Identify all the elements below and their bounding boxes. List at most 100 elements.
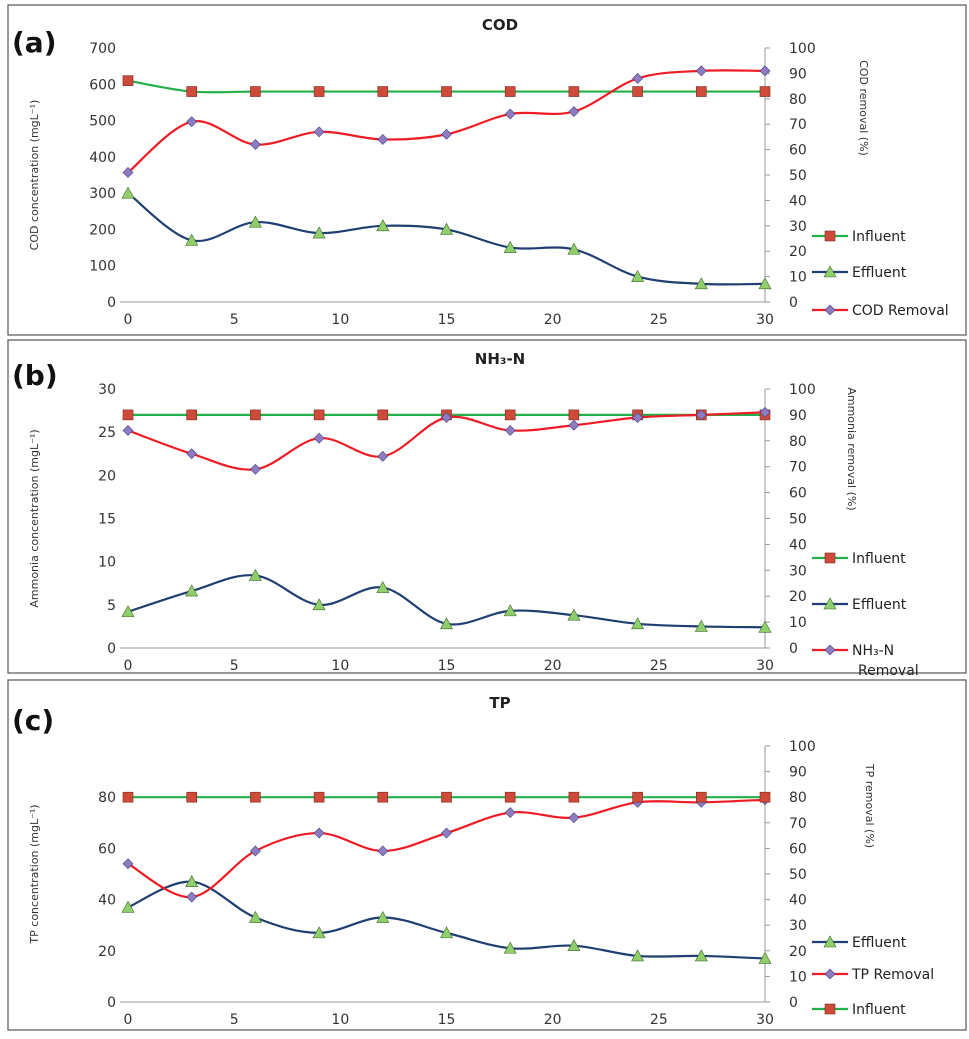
legend-label: Influent [852, 229, 906, 245]
data-point [248, 568, 262, 581]
y-tick-label: 5 [107, 598, 116, 614]
series-nh-n-removal [122, 406, 771, 475]
y2-tick-label: 30 [789, 219, 807, 235]
y2-tick-label: 10 [789, 615, 807, 631]
y2-tick-label: 20 [789, 944, 807, 960]
x-tick-label: 30 [756, 1012, 774, 1028]
x-tick-label: 10 [331, 1012, 349, 1028]
data-point [185, 875, 199, 887]
series-cod-removal [122, 65, 771, 178]
data-point [312, 926, 326, 939]
y2-tick-label: 90 [789, 765, 807, 781]
y-tick-label: 400 [89, 150, 116, 166]
legend-label: Influent [852, 1002, 906, 1018]
legend-marker [823, 265, 837, 278]
series-tp-removal [122, 794, 771, 903]
y-tick-label: 300 [89, 186, 116, 202]
series-effluent [121, 568, 772, 633]
data-point [632, 73, 644, 84]
data-point [758, 277, 772, 290]
legend-entry: Effluent [812, 265, 907, 281]
chart-panel-2: NH₃-N (b) 0 5 10 15 20 25 30 0 5 10 15 20 25 30 0 10 20 30 4… [7, 339, 967, 679]
data-point [567, 608, 581, 621]
data-point [441, 86, 452, 97]
y2-tick-label: 40 [789, 193, 807, 209]
data-point [568, 409, 580, 421]
y-tick-label: 600 [89, 77, 116, 93]
data-point [758, 620, 772, 633]
data-point [186, 86, 197, 97]
data-point [631, 269, 645, 282]
chart-title: COD [482, 16, 518, 34]
data-point [695, 791, 707, 803]
legend-entry: NH₃-N Removal [812, 643, 919, 679]
legend-label: Effluent [852, 597, 907, 613]
y2-tick-label: 60 [789, 841, 807, 857]
data-point [186, 448, 198, 460]
data-point [122, 425, 134, 436]
data-point [122, 791, 134, 803]
data-point [631, 617, 645, 630]
data-point [503, 941, 517, 954]
x-tick-label: 5 [230, 658, 239, 674]
data-point [567, 939, 581, 951]
panel-label: (c) [12, 704, 54, 737]
x-tick-label: 10 [331, 312, 349, 328]
y2-tick-label: 100 [789, 739, 816, 755]
data-point [186, 891, 198, 903]
data-point [122, 167, 134, 178]
data-point [439, 222, 454, 235]
y2-tick-label: 70 [789, 816, 807, 832]
data-point [694, 619, 708, 632]
data-point [504, 791, 516, 803]
data-point [694, 949, 708, 962]
data-point [249, 845, 261, 857]
data-point [441, 412, 452, 423]
panel-label: (a) [12, 26, 57, 59]
data-point [758, 951, 772, 964]
y-tick-label: 700 [89, 41, 116, 57]
y2-tick-label: 100 [789, 382, 816, 398]
data-point [185, 233, 199, 246]
data-point [568, 791, 580, 803]
x-tick-label: 15 [438, 658, 456, 674]
data-point [122, 75, 134, 86]
data-point [759, 65, 771, 77]
data-point [503, 240, 517, 253]
legend-entry: TP Removal [812, 967, 934, 983]
legend-entry: Effluent [812, 597, 907, 613]
legend-label-cont: Removal [858, 663, 919, 679]
legend-marker [824, 304, 836, 316]
data-point [631, 949, 645, 962]
data-point [504, 425, 516, 436]
data-point [312, 598, 326, 611]
legend-marker [824, 968, 836, 980]
data-point [376, 219, 390, 232]
y-tick-label: 0 [107, 641, 116, 657]
y2-tick-label: 80 [789, 790, 807, 806]
y2-tick-label: 40 [789, 893, 807, 909]
data-point [694, 277, 708, 290]
panel-label: (b) [12, 359, 58, 392]
data-point [185, 584, 199, 597]
data-point [248, 910, 262, 923]
y2-tick-label: 0 [789, 995, 798, 1011]
data-point [186, 791, 197, 803]
chart-title: NH₃-N [475, 350, 525, 368]
legend-label: Influent [852, 551, 906, 567]
y2-tick-label: 40 [789, 537, 807, 553]
x-tick-label: 20 [544, 658, 562, 674]
x-tick-label: 15 [438, 1012, 456, 1028]
data-point [568, 812, 580, 824]
legend-entry: Influent [812, 551, 906, 567]
legend-entry: Influent [812, 1002, 906, 1018]
data-point [122, 858, 134, 870]
data-point [250, 409, 261, 421]
y-tick-label: 25 [98, 425, 116, 441]
y-tick-label: 500 [89, 114, 116, 130]
data-point [377, 450, 389, 462]
y2-tick-label: 10 [789, 969, 807, 985]
data-point [377, 409, 389, 421]
data-point [376, 910, 390, 923]
y2-tick-label: 10 [789, 270, 807, 286]
